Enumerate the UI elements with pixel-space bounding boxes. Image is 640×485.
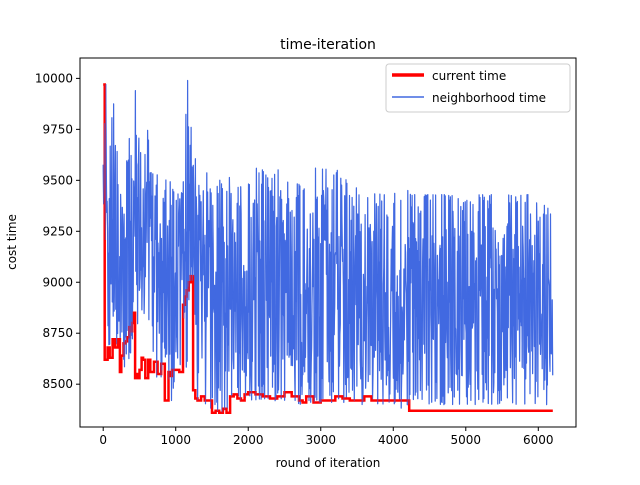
x-axis: 0 1000 2000 3000 4000 5000 6000 <box>99 427 554 447</box>
legend-box <box>385 63 571 113</box>
x-tick-label: 3000 <box>305 433 336 447</box>
y-axis: 8500 8750 9000 9250 9500 9750 10000 <box>35 71 80 391</box>
y-axis-label: cost time <box>5 214 19 270</box>
y-tick-label: 8500 <box>42 377 73 391</box>
y-tick-label: 9750 <box>42 122 73 136</box>
y-tick-label: 9000 <box>42 275 73 289</box>
y-tick-label: 9500 <box>42 173 73 187</box>
plot-frame <box>79 57 577 428</box>
series-line-neighborhood-time-overlay <box>102 80 554 413</box>
legend-label-current-time: current time <box>432 69 506 83</box>
legend-label-neighborhood-time: neighborhood time <box>432 91 546 105</box>
y-tick-label: 10000 <box>35 71 73 85</box>
x-axis-label: round of iteration <box>276 456 381 470</box>
x-tick-label: 5000 <box>451 433 482 447</box>
y-tick-label: 8750 <box>42 326 73 340</box>
x-tick-label: 2000 <box>233 433 264 447</box>
legend: current time neighborhood time <box>385 63 571 113</box>
series-layer <box>102 79 554 414</box>
x-tick-label: 1000 <box>160 433 191 447</box>
x-tick-label: 4000 <box>378 433 409 447</box>
x-tick-label: 6000 <box>523 433 554 447</box>
x-tick-label: 0 <box>99 433 107 447</box>
y-tick-label: 9250 <box>42 224 73 238</box>
chart-title: time-iteration <box>280 37 376 53</box>
